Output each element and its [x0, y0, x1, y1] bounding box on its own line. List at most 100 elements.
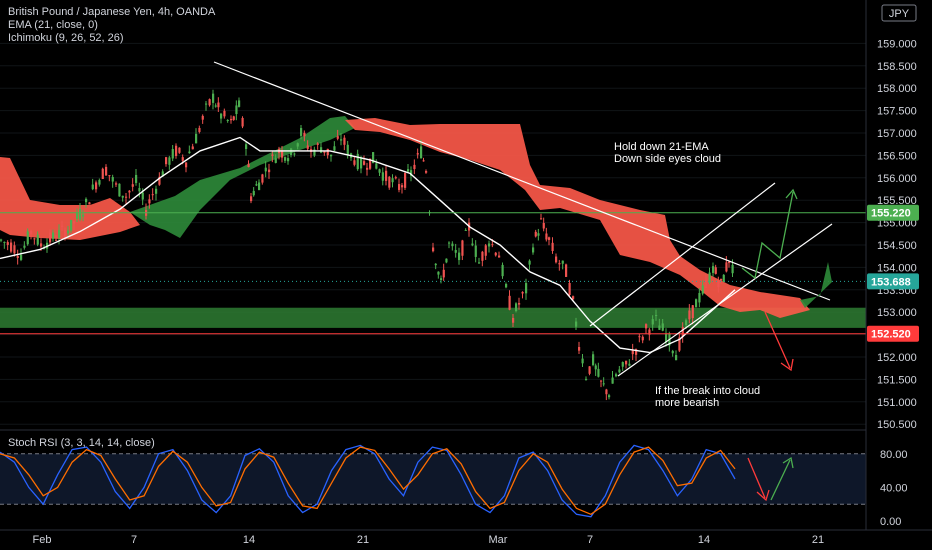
time-tick-label: Mar: [489, 534, 508, 546]
candle-body: [70, 219, 73, 231]
candle-body: [3, 241, 6, 243]
stoch-d-line: [0, 446, 736, 516]
candle-body: [353, 160, 356, 165]
down-projection-arrow: [764, 311, 794, 372]
candle-body: [230, 118, 233, 121]
candle-body: [138, 188, 141, 192]
candle-body: [638, 336, 641, 338]
candle-body: [79, 209, 82, 220]
price-panel[interactable]: Hold down 21-EMA Down side eyes cloud If…: [0, 6, 866, 425]
candle-body: [698, 293, 701, 303]
candle-body: [372, 152, 375, 164]
candle-body: [671, 350, 674, 354]
candle-body: [284, 157, 287, 161]
candle-body: [158, 176, 161, 185]
candle-body: [303, 132, 306, 137]
candle-body: [621, 362, 624, 367]
candle-body: [464, 229, 467, 231]
candle-body: [631, 350, 634, 355]
candle-body: [181, 157, 184, 161]
price-tick-label: 156.000: [877, 173, 917, 185]
candle-body: [238, 100, 241, 107]
candle-body: [505, 283, 508, 288]
candle-body: [313, 149, 316, 156]
candle-body: [316, 143, 319, 145]
candle-body: [235, 105, 238, 115]
candle-body: [281, 150, 284, 158]
candle-body: [391, 178, 394, 183]
price-tag-label: 153.688: [871, 276, 911, 288]
currency-box[interactable]: [881, 4, 917, 22]
candle-body: [597, 368, 600, 377]
candle-body: [171, 149, 174, 159]
candle-body: [98, 180, 101, 185]
candle-body: [534, 231, 537, 237]
ema-legend[interactable]: EMA (21, close, 0): [8, 19, 98, 31]
cloud-projection-shape: [800, 262, 832, 308]
candle-body: [165, 157, 168, 165]
candle-body: [608, 395, 611, 398]
price-tick-label: 157.000: [877, 128, 917, 140]
candle-body: [111, 177, 114, 182]
ema-21-line: [0, 136, 736, 354]
candle-body: [385, 170, 388, 181]
support-zone: [0, 307, 866, 328]
ichimoku-legend[interactable]: Ichimoku (9, 26, 52, 26): [8, 32, 124, 44]
candle-body: [33, 238, 36, 240]
candle-body: [545, 233, 548, 240]
time-axis[interactable]: Feb 7 14 21 Mar 7 14 21: [0, 529, 932, 546]
candle-body: [518, 303, 521, 305]
candle-body: [346, 144, 349, 155]
stoch-tick-label: 0.00: [880, 516, 901, 528]
candle-body: [432, 247, 435, 252]
price-tick-label: 155.500: [877, 195, 917, 207]
candle-body: [378, 169, 381, 173]
candle-body: [343, 137, 346, 145]
candle-body: [105, 166, 108, 176]
candle-body: [728, 261, 731, 264]
candle-body: [381, 172, 384, 181]
candle-body: [454, 250, 457, 253]
stoch-tick-label: 40.00: [880, 482, 908, 494]
candle-body: [36, 234, 39, 245]
candle-body: [198, 127, 201, 132]
candle-body: [95, 182, 98, 190]
candle-body: [675, 355, 678, 361]
candle-body: [494, 252, 497, 256]
candle-body: [91, 184, 94, 190]
candle-body: [261, 174, 264, 183]
candle-body: [88, 202, 91, 205]
cloud-segment-2: [345, 118, 810, 318]
stoch-rsi-title[interactable]: Stoch RSI (3, 3, 14, 14, close): [8, 437, 155, 449]
annotation-break-line1: If the break into cloud: [655, 385, 760, 397]
candle-body: [125, 196, 128, 198]
candle-body: [714, 267, 717, 274]
stoch-rsi-panel[interactable]: Stoch RSI (3, 3, 14, 14, close): [0, 437, 866, 518]
candle-body: [498, 255, 501, 258]
candle-body: [185, 162, 188, 168]
candle-body: [717, 280, 720, 288]
candle-body: [445, 258, 448, 263]
candle-body: [26, 231, 29, 245]
candle-body: [413, 164, 416, 170]
candle-body: [665, 333, 668, 343]
candle-body: [422, 160, 425, 162]
candle-body: [333, 146, 336, 151]
stoch-tick-label: 80.00: [880, 449, 908, 461]
candle-body: [58, 230, 61, 238]
price-axis[interactable]: 159.000 158.500 158.000 157.500 157.000 156.5…: [865, 0, 932, 530]
candle-body: [555, 256, 558, 263]
candle-body: [264, 167, 267, 172]
candle-body: [363, 161, 366, 165]
price-tag: [867, 325, 919, 342]
candle-body: [128, 190, 131, 193]
candle-body: [440, 278, 443, 280]
candle-body: [10, 242, 13, 252]
candle-body: [375, 163, 378, 169]
candle-body: [252, 190, 255, 196]
stoch-up-arrow: [770, 456, 794, 501]
candle-body: [175, 145, 178, 156]
candle-body: [155, 188, 158, 194]
price-tick-label: 157.500: [877, 106, 917, 118]
